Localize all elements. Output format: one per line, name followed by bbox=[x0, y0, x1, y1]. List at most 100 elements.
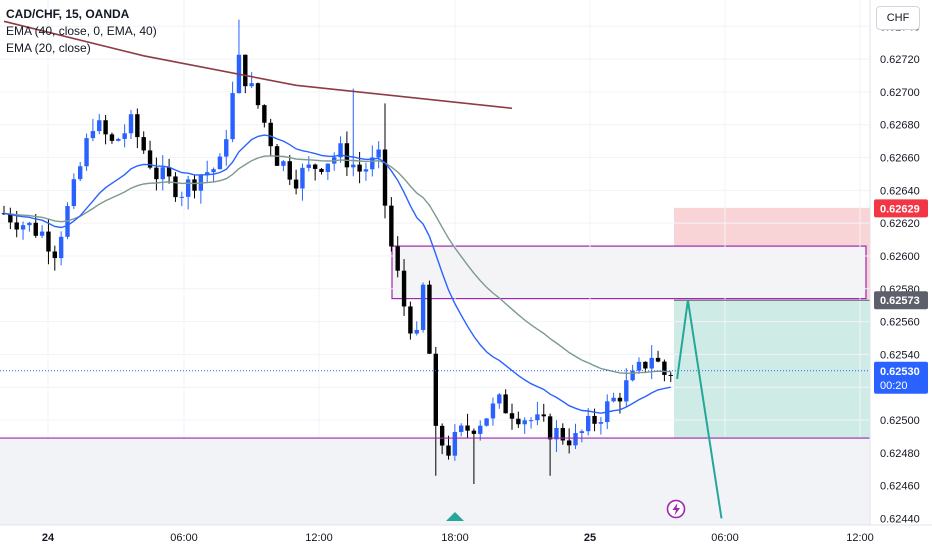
candle[interactable] bbox=[90, 118, 96, 142]
candle[interactable] bbox=[78, 161, 83, 182]
candle[interactable] bbox=[39, 225, 45, 239]
candle[interactable] bbox=[566, 428, 572, 454]
candle[interactable] bbox=[484, 418, 489, 427]
candle[interactable] bbox=[236, 19, 242, 94]
candle[interactable] bbox=[141, 131, 146, 154]
candle[interactable] bbox=[166, 158, 172, 184]
candle[interactable] bbox=[547, 413, 553, 476]
symbol-title[interactable]: CAD/CHF, 15, OANDA bbox=[6, 7, 130, 21]
candle[interactable] bbox=[516, 411, 521, 428]
ema40-line[interactable] bbox=[3, 155, 671, 375]
support-zone[interactable] bbox=[0, 438, 870, 525]
candle[interactable] bbox=[497, 393, 502, 409]
candle[interactable] bbox=[71, 173, 77, 210]
candle[interactable] bbox=[420, 282, 426, 333]
candle[interactable] bbox=[205, 160, 210, 183]
candle[interactable] bbox=[414, 321, 419, 336]
candle[interactable] bbox=[535, 401, 540, 426]
price-axis[interactable]: 0.627400.627200.627000.626800.626600.626… bbox=[880, 21, 920, 525]
candle[interactable] bbox=[20, 221, 26, 240]
candle[interactable] bbox=[560, 423, 565, 445]
candle[interactable] bbox=[122, 124, 127, 148]
candle[interactable] bbox=[173, 172, 178, 202]
entry-price-label[interactable]: 0.62573 bbox=[874, 291, 928, 310]
session-marker-icon[interactable] bbox=[446, 512, 464, 521]
candle[interactable] bbox=[598, 416, 604, 435]
candle[interactable] bbox=[135, 108, 140, 149]
candle[interactable] bbox=[230, 81, 235, 143]
candle[interactable] bbox=[363, 162, 369, 181]
candle[interactable] bbox=[376, 141, 381, 169]
candle[interactable] bbox=[255, 82, 261, 109]
candle[interactable] bbox=[478, 420, 483, 441]
candle[interactable] bbox=[395, 236, 400, 278]
resistance-zone-box[interactable] bbox=[391, 245, 867, 300]
candle[interactable] bbox=[446, 435, 451, 460]
candle[interactable] bbox=[185, 175, 191, 210]
candle[interactable] bbox=[154, 157, 159, 191]
candle[interactable] bbox=[27, 221, 32, 232]
candle[interactable] bbox=[325, 163, 331, 180]
projection-path[interactable] bbox=[676, 300, 723, 519]
candle[interactable] bbox=[287, 154, 292, 186]
ema20-line[interactable] bbox=[3, 134, 671, 414]
candle[interactable] bbox=[109, 132, 115, 144]
candle[interactable] bbox=[490, 397, 496, 426]
last-price-label[interactable]: 0.62530 00:20 bbox=[874, 361, 928, 394]
stop-loss-price-label[interactable]: 0.62629 bbox=[874, 199, 928, 218]
candle[interactable] bbox=[382, 103, 388, 219]
candle[interactable] bbox=[586, 407, 591, 436]
candle[interactable] bbox=[459, 423, 464, 437]
candle[interactable] bbox=[312, 163, 318, 181]
candle[interactable] bbox=[351, 88, 356, 177]
candle[interactable] bbox=[624, 368, 629, 408]
candle[interactable] bbox=[579, 429, 585, 443]
candle[interactable] bbox=[262, 104, 267, 128]
candle[interactable] bbox=[338, 136, 343, 163]
candle[interactable] bbox=[300, 163, 305, 201]
candle[interactable] bbox=[668, 371, 673, 383]
candle[interactable] bbox=[522, 417, 527, 434]
candle[interactable] bbox=[528, 417, 534, 429]
time-axis[interactable]: 24 06:00 12:00 18:00 25 06:00 12:00 bbox=[42, 532, 874, 544]
candle[interactable] bbox=[46, 219, 51, 265]
candle[interactable] bbox=[636, 357, 642, 374]
lightning-icon[interactable] bbox=[666, 499, 686, 519]
candle[interactable] bbox=[357, 151, 362, 184]
candle[interactable] bbox=[433, 346, 438, 476]
candle[interactable] bbox=[649, 345, 654, 380]
candle[interactable] bbox=[128, 109, 134, 140]
candle[interactable] bbox=[319, 168, 324, 175]
candle[interactable] bbox=[465, 413, 470, 439]
candle[interactable] bbox=[611, 392, 616, 403]
candle[interactable] bbox=[274, 144, 280, 166]
candle[interactable] bbox=[452, 424, 458, 461]
candle[interactable] bbox=[655, 350, 661, 363]
candle[interactable] bbox=[52, 245, 57, 271]
candle[interactable] bbox=[103, 114, 108, 145]
candle[interactable] bbox=[503, 389, 508, 414]
candle[interactable] bbox=[344, 131, 350, 177]
candle[interactable] bbox=[573, 423, 578, 449]
ema20-legend[interactable]: EMA (20, close) bbox=[6, 41, 91, 55]
candle[interactable] bbox=[293, 169, 299, 195]
htf-ema-line[interactable] bbox=[3, 20, 513, 110]
candle[interactable] bbox=[84, 133, 89, 171]
candle[interactable] bbox=[427, 280, 432, 355]
candle[interactable] bbox=[217, 153, 223, 170]
candle[interactable] bbox=[116, 137, 121, 142]
ema40-legend[interactable]: EMA (40, close, 0, EMA, 40) bbox=[6, 24, 157, 38]
candle[interactable] bbox=[192, 174, 197, 199]
candle[interactable] bbox=[643, 361, 648, 374]
candle[interactable] bbox=[389, 197, 394, 252]
candle[interactable] bbox=[268, 118, 273, 157]
candle[interactable] bbox=[541, 403, 546, 422]
candle[interactable] bbox=[401, 259, 407, 316]
candle[interactable] bbox=[224, 129, 229, 166]
candle[interactable] bbox=[249, 72, 254, 89]
candle[interactable] bbox=[306, 156, 311, 172]
candle[interactable] bbox=[179, 191, 184, 207]
candle[interactable] bbox=[243, 54, 248, 94]
candle[interactable] bbox=[8, 207, 13, 230]
